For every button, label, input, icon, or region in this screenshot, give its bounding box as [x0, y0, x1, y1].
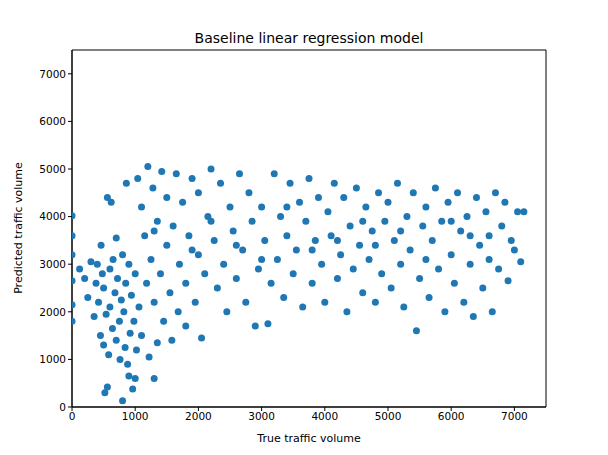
svg-text:2000: 2000	[39, 306, 66, 318]
svg-text:6000: 6000	[39, 115, 66, 127]
html-text:Predicted traffic volume: Predicted traffic volume	[11, 162, 25, 294]
svg-text:3000: 3000	[248, 410, 275, 422]
svg-text:5000: 5000	[375, 410, 402, 422]
svg-text:4000: 4000	[311, 410, 338, 422]
svg-text:0: 0	[69, 410, 76, 422]
svg-text:0: 0	[59, 401, 66, 413]
svg-text:7000: 7000	[501, 410, 528, 422]
svg-text:7000: 7000	[39, 68, 66, 80]
svg-text:5000: 5000	[39, 163, 66, 175]
html-text:True traffic volume: True traffic volume	[257, 432, 361, 445]
html-text:Baseline linear regression mod: Baseline linear regression model	[194, 30, 424, 46]
svg-text:1000: 1000	[39, 353, 66, 365]
svg-text:1000: 1000	[122, 410, 149, 422]
svg-text:2000: 2000	[185, 410, 212, 422]
svg-text:3000: 3000	[39, 258, 66, 270]
svg-text:6000: 6000	[438, 410, 465, 422]
svg-text:4000: 4000	[39, 210, 66, 222]
